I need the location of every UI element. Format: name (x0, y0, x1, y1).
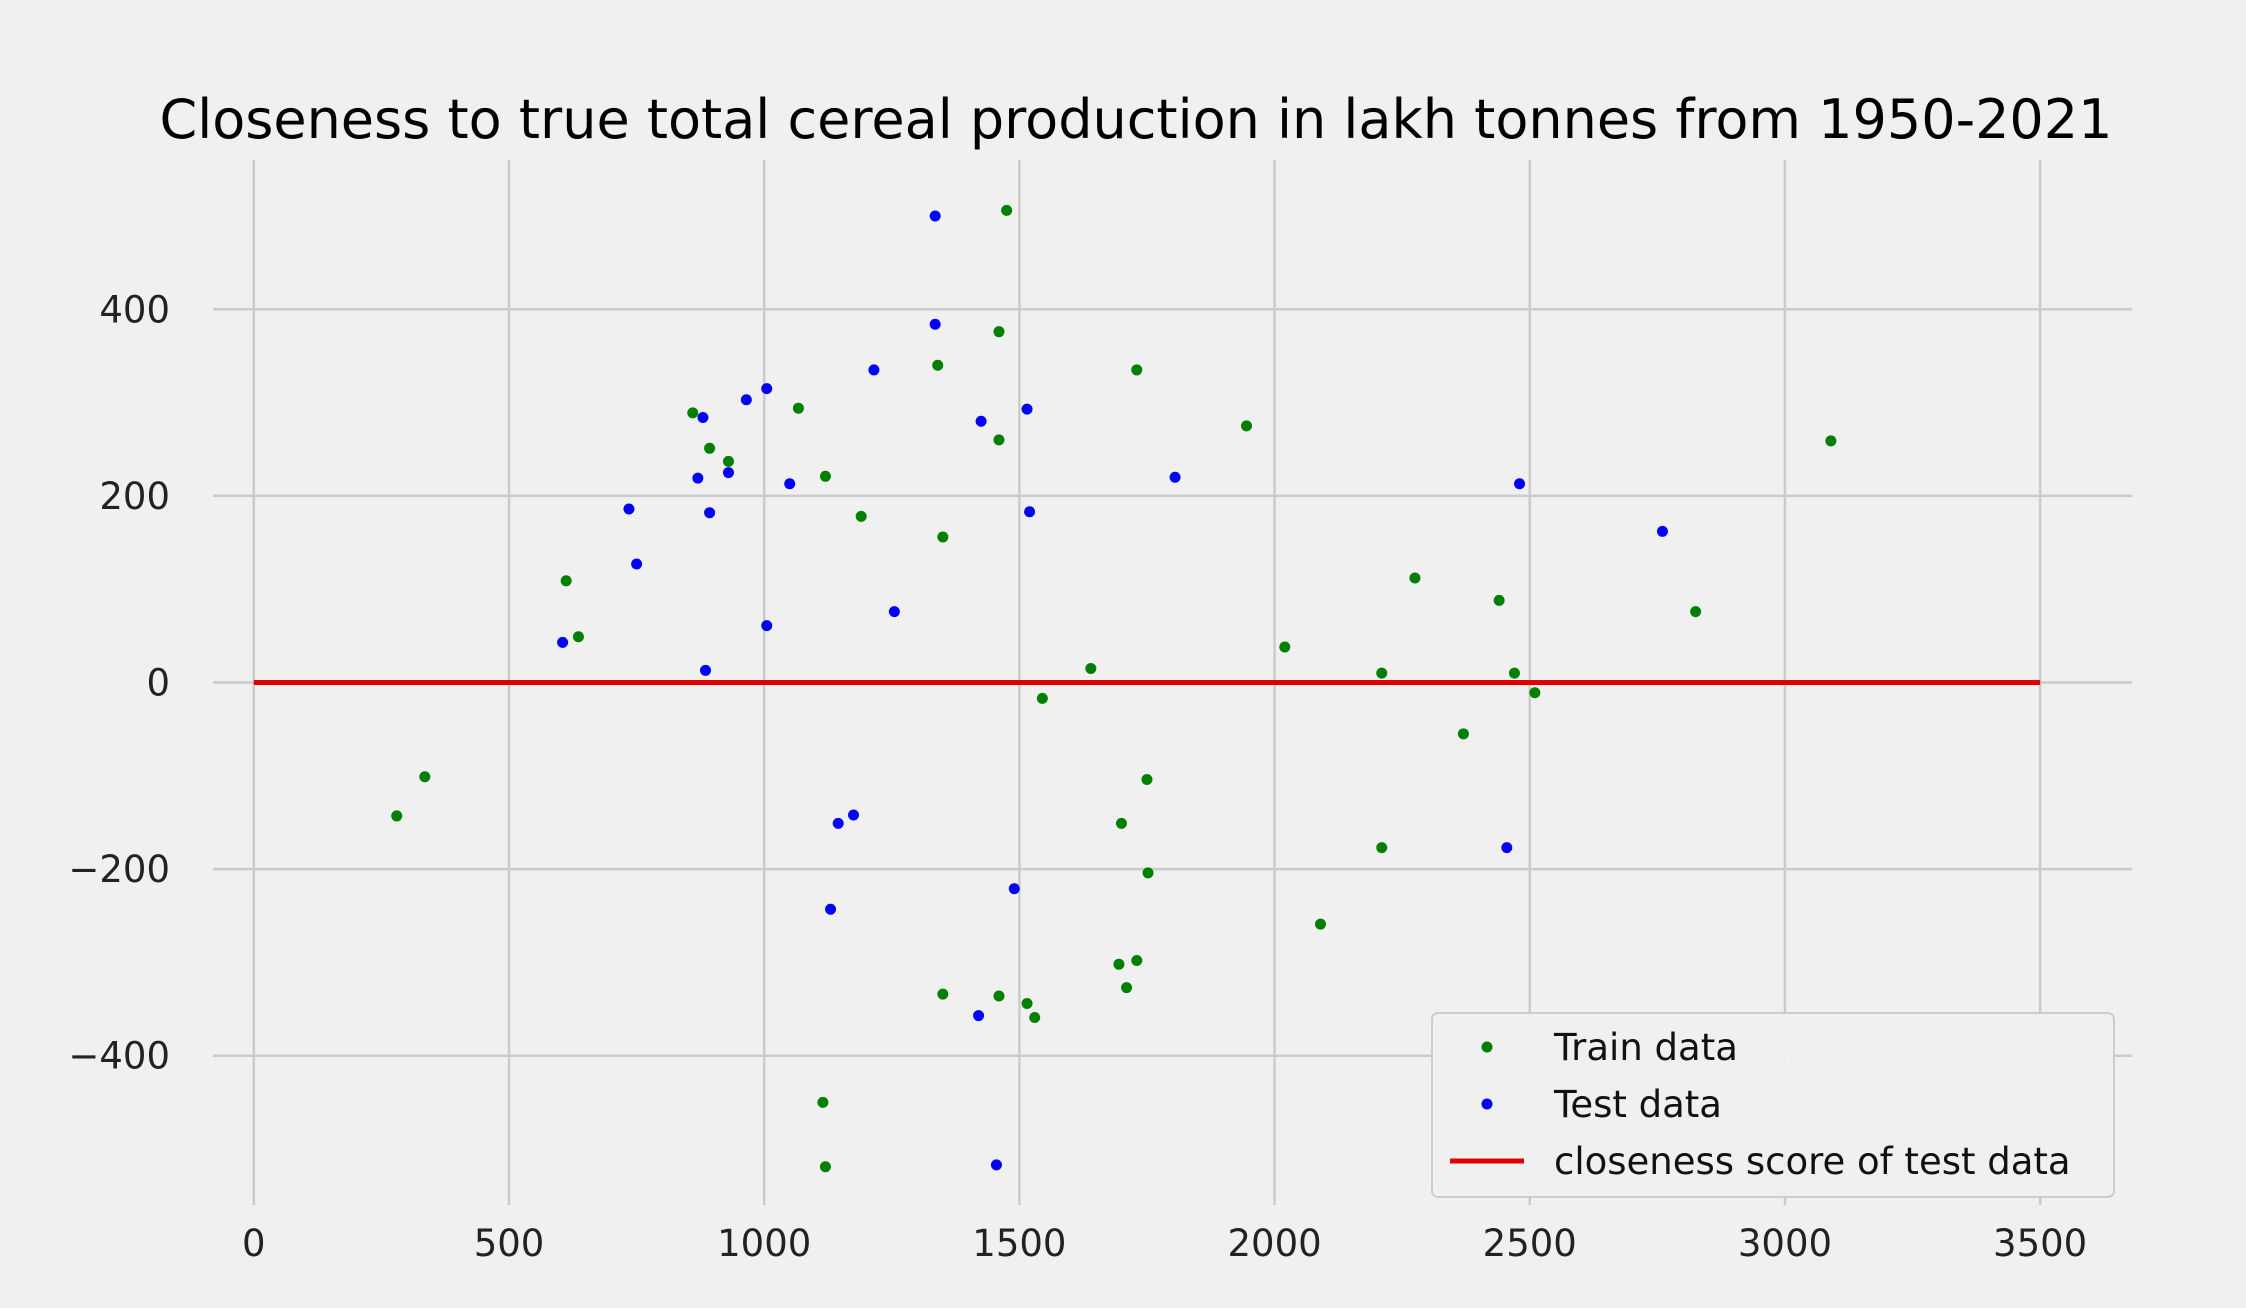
train-data-point (1142, 867, 1154, 879)
train-data-point (1529, 687, 1541, 699)
y-tick-label: 400 (99, 288, 170, 331)
train-data-point (1409, 572, 1421, 584)
legend-train-entry-marker (1481, 1041, 1493, 1053)
train-data-point (993, 434, 1005, 446)
test-data-point (825, 903, 837, 915)
train-data-point (1457, 728, 1469, 740)
train-data-point (1376, 667, 1388, 679)
train-data-point (1085, 663, 1097, 675)
y-tick-label: −200 (68, 848, 170, 891)
test-data-point (557, 636, 569, 648)
test-data-point (722, 467, 734, 479)
test-data-point (761, 383, 773, 395)
test-data-point (697, 412, 709, 424)
test-data-point (740, 394, 752, 406)
test-data-point (1501, 842, 1513, 854)
train-data-point (687, 407, 699, 419)
train-data-point (1113, 958, 1125, 970)
legend-line-entry-label: closeness score of test data (1554, 1140, 2071, 1183)
train-data-point (932, 359, 944, 371)
legend-train-entry-label: Train data (1553, 1026, 1738, 1069)
train-data-point (817, 1096, 829, 1108)
x-tick-label: 3500 (1993, 1222, 2087, 1265)
train-data-point (819, 470, 831, 482)
train-data-point (704, 442, 716, 454)
test-data-point (784, 478, 796, 490)
test-data-point (631, 558, 643, 570)
test-data-point (1024, 506, 1036, 518)
test-data-point (1656, 525, 1668, 537)
test-data-point (975, 415, 987, 427)
x-tick-label: 1500 (972, 1222, 1066, 1265)
train-data-point (993, 990, 1005, 1002)
train-data-point (560, 575, 572, 587)
test-data-point (623, 503, 635, 515)
y-tick-label: 0 (146, 662, 170, 705)
x-tick-label: 1000 (717, 1222, 811, 1265)
train-data-point (993, 326, 1005, 338)
test-data-point (868, 364, 880, 376)
test-data-point (929, 318, 941, 330)
train-data-point (1241, 420, 1253, 432)
train-data-point (1115, 817, 1127, 829)
y-tick-label: 200 (99, 475, 170, 518)
test-data-point (973, 1010, 985, 1022)
train-data-point (937, 988, 949, 1000)
train-data-point (1121, 982, 1133, 994)
x-tick-label: 3000 (1738, 1222, 1832, 1265)
test-data-point (700, 664, 712, 676)
test-data-point (1514, 478, 1526, 490)
train-data-point (419, 771, 431, 783)
train-data-point (722, 455, 734, 467)
test-data-point (1021, 403, 1033, 415)
train-data-point (1036, 692, 1048, 704)
test-data-point (848, 809, 860, 821)
train-data-point (819, 1161, 831, 1173)
test-data-point (888, 606, 900, 618)
x-tick-label: 2000 (1227, 1222, 1321, 1265)
train-data-point (1131, 955, 1143, 967)
legend-box (1431, 1012, 2115, 1198)
train-data-point (1376, 842, 1388, 854)
x-tick-label: 0 (242, 1222, 266, 1265)
train-data-point (572, 631, 584, 643)
train-data-point (792, 402, 804, 414)
train-data-point (1141, 774, 1153, 786)
legend-test-entry-marker (1481, 1098, 1493, 1110)
train-data-point (1690, 606, 1702, 618)
train-data-point (1825, 435, 1837, 447)
train-data-point (1029, 1011, 1041, 1023)
test-data-point (692, 472, 704, 484)
test-data-point (929, 210, 941, 222)
train-data-point (1001, 204, 1013, 216)
train-data-point (1279, 641, 1291, 653)
legend: Train data Test data closeness score of te… (1431, 1012, 2115, 1198)
train-data-point (1508, 667, 1520, 679)
train-data-point (1131, 364, 1143, 376)
test-data-point (704, 507, 716, 519)
test-data-point (761, 620, 773, 632)
y-tick-label: −400 (68, 1035, 170, 1078)
x-tick-label: 2500 (1483, 1222, 1577, 1265)
train-data-point (1493, 594, 1505, 606)
data-points (391, 204, 1837, 1173)
train-data-point (855, 510, 867, 522)
train-data-point (937, 531, 949, 543)
test-data-point (990, 1159, 1002, 1171)
test-data-point (1169, 471, 1181, 483)
tick-labels: 0 500 1000 1500 2000 2500 3000 3500 −400 −200 0 200… (68, 288, 2087, 1265)
train-data-point (1315, 918, 1327, 930)
chart-title: Closeness to true total cereal productio… (159, 88, 2112, 151)
legend-test-entry-label: Test data (1553, 1083, 1722, 1126)
x-tick-label: 500 (474, 1222, 545, 1265)
test-data-point (1008, 883, 1020, 895)
train-data-point (1021, 997, 1033, 1009)
train-data-point (391, 810, 403, 822)
test-data-point (832, 817, 844, 829)
